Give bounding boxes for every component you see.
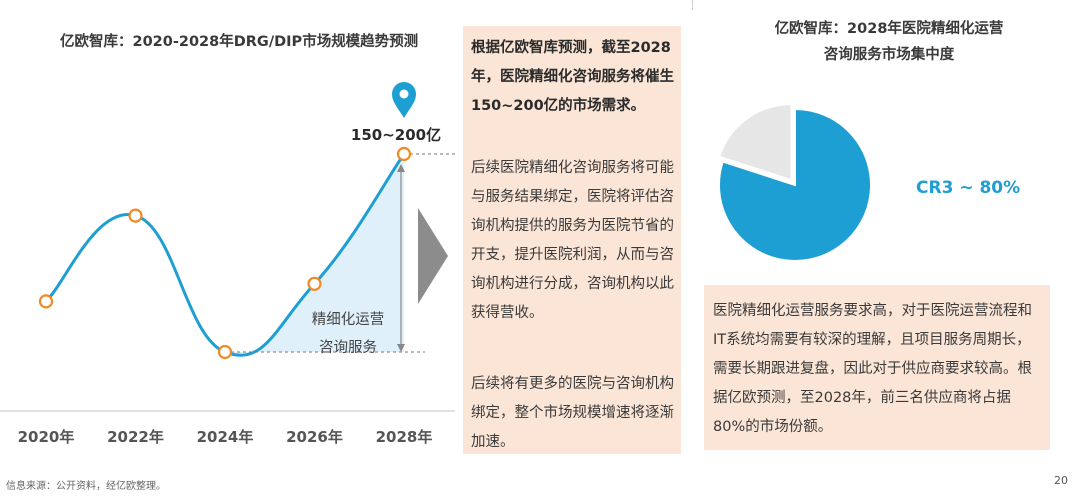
height-arrow-head-bottom bbox=[397, 344, 405, 352]
page-number: 20 bbox=[1054, 474, 1068, 487]
pin-body bbox=[392, 82, 416, 118]
right-text-panel: 医院精细化运营服务要求高，对于医院运营流程和IT系统均需要有较深的理解，且项目服… bbox=[704, 285, 1050, 450]
source-note: 信息来源：公开资料，经亿欧整理。 bbox=[6, 481, 166, 492]
height-arrow-head-top bbox=[397, 164, 405, 172]
pie-slice-cr3 bbox=[718, 107, 872, 262]
data-point-marker bbox=[396, 146, 412, 162]
highlight-area bbox=[225, 154, 404, 356]
supplier-requirements-text: 医院精细化运营服务要求高，对于医院运营流程和IT系统均需要有较深的理解，且项目服… bbox=[713, 303, 1032, 435]
cr3-label: CR3 ~ 80% bbox=[916, 178, 1021, 198]
location-pin-icon bbox=[392, 82, 416, 118]
peak-value-label: 150~200亿 bbox=[351, 126, 441, 144]
x-tick-label: 2022年 bbox=[107, 428, 164, 446]
trend-line-chart: 2020年 2022年 2024年 2026年 2028年 150~200亿 精细化运营… bbox=[0, 82, 455, 446]
data-point-marker bbox=[217, 344, 233, 360]
paragraph-market-growth: 后续将有更多的医院与咨询机构绑定，整个市场规模增速将逐渐加速。 bbox=[471, 376, 674, 450]
paragraph-service-binding: 后续医院精细化咨询服务将可能与服务结果绑定，医院将评估咨询机构提供的服务为医院节… bbox=[471, 160, 674, 321]
data-point-marker bbox=[38, 294, 54, 309]
left-chart-title: 亿欧智库：2020-2028年DRG/DIP市场规模趋势预测 bbox=[60, 34, 419, 50]
column-divider bbox=[692, 0, 694, 10]
forecast-highlight: 根据亿欧智库预测，截至2028年，医院精细化咨询服务将催生150~200亿的市场… bbox=[471, 40, 674, 114]
x-tick-label: 2024年 bbox=[197, 428, 254, 446]
right-chart-title-line1: 亿欧智库：2028年医院精细化运营 bbox=[774, 21, 1004, 37]
middle-text-panel: 根据亿欧智库预测，截至2028年，医院精细化咨询服务将催生150~200亿的市场… bbox=[463, 26, 681, 454]
data-point-marker bbox=[128, 208, 143, 223]
data-point-marker bbox=[307, 276, 322, 291]
pie-slice-others bbox=[717, 103, 793, 182]
inside-label-line2: 咨询服务 bbox=[319, 339, 377, 356]
x-tick-label: 2020年 bbox=[18, 428, 75, 446]
pin-hole bbox=[399, 89, 409, 99]
market-concentration-pie bbox=[717, 103, 872, 262]
right-chart-title-line2: 咨询服务市场集中度 bbox=[823, 47, 955, 63]
right-arrow-icon bbox=[418, 208, 448, 304]
x-tick-label: 2026年 bbox=[286, 428, 343, 446]
right-chart-title: 亿欧智库：2028年医院精细化运营 咨询服务市场集中度 bbox=[710, 16, 1068, 68]
inside-label-line1: 精细化运营 bbox=[312, 311, 385, 328]
x-tick-label: 2028年 bbox=[376, 428, 433, 446]
